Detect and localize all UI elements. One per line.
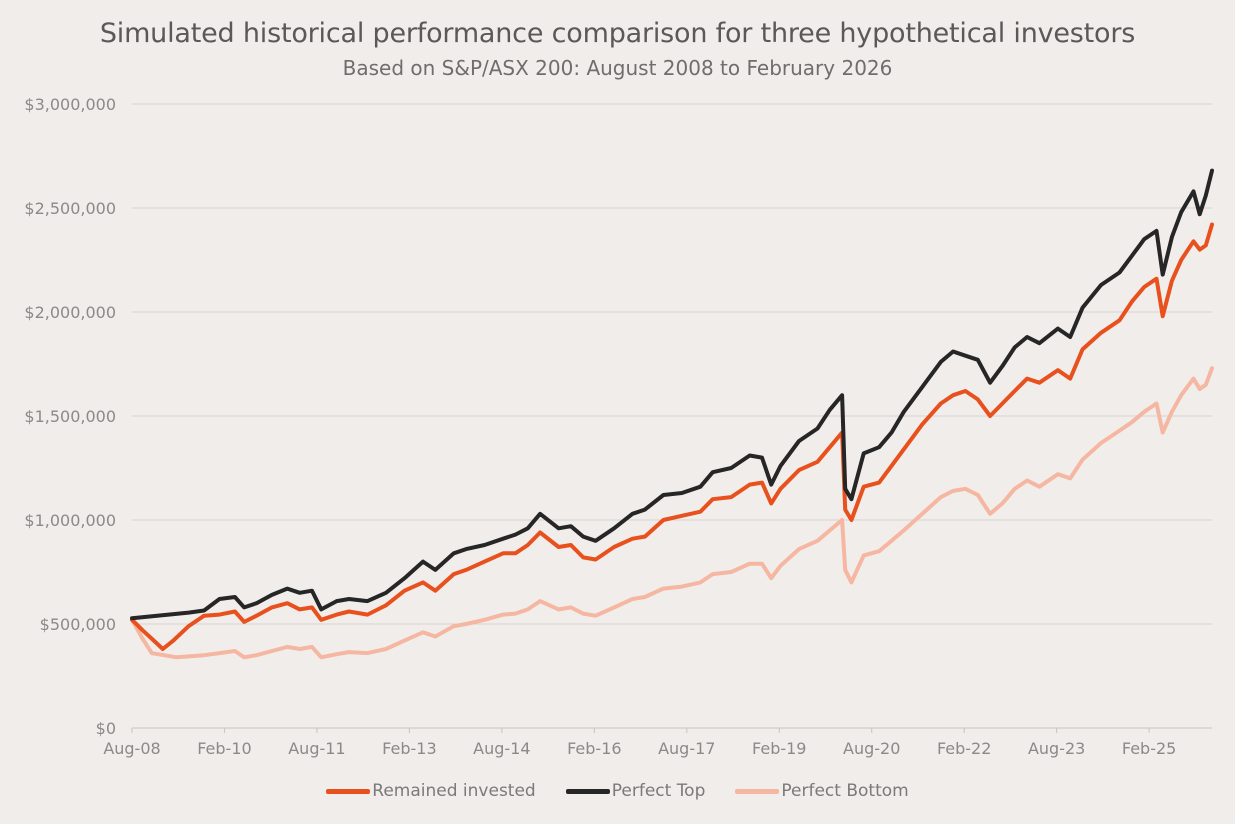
legend-label-remained-invested: Remained invested xyxy=(372,781,536,801)
x-tick-label: Aug-14 xyxy=(473,739,530,758)
x-tick-label: Aug-11 xyxy=(288,739,345,758)
x-tick-label: Aug-20 xyxy=(843,739,900,758)
y-tick-label: $1,500,000 xyxy=(24,407,116,426)
y-tick-label: $2,500,000 xyxy=(24,199,116,218)
x-tick-label: Aug-17 xyxy=(658,739,715,758)
x-tick-label: Aug-08 xyxy=(103,739,160,758)
chart-subtitle: Based on S&P/ASX 200: August 2008 to Feb… xyxy=(342,56,893,80)
legend-item-remained-invested: Remained invested xyxy=(326,781,536,801)
y-tick-label: $2,000,000 xyxy=(24,303,116,322)
chart-legend: Remained invested Perfect Top Perfect Bo… xyxy=(0,781,1235,801)
x-tick-label: Feb-25 xyxy=(1122,739,1176,758)
x-tick-label: Feb-19 xyxy=(752,739,806,758)
y-tick-label: $0 xyxy=(96,719,116,738)
legend-item-perfect-bottom: Perfect Bottom xyxy=(735,781,909,801)
legend-swatch-perfect-top xyxy=(565,788,610,794)
x-tick-label: Feb-10 xyxy=(197,739,251,758)
x-tick-label: Feb-13 xyxy=(382,739,436,758)
y-tick-label: $1,000,000 xyxy=(24,511,116,530)
x-tick-label: Aug-23 xyxy=(1028,739,1085,758)
x-tick-label: Feb-22 xyxy=(937,739,991,758)
chart-title: Simulated historical performance compari… xyxy=(99,18,1136,49)
legend-swatch-perfect-bottom xyxy=(735,788,780,794)
legend-label-perfect-bottom: Perfect Bottom xyxy=(781,781,909,801)
legend-swatch-remained-invested xyxy=(326,788,371,794)
series-line-perfect-bottom xyxy=(130,366,1214,660)
legend-label-perfect-top: Perfect Top xyxy=(611,781,706,801)
series-line-perfect-top xyxy=(130,168,1214,621)
legend-item-perfect-top: Perfect Top xyxy=(565,781,706,801)
series-line-remained-invested xyxy=(130,222,1214,651)
y-tick-label: $3,000,000 xyxy=(24,95,116,114)
x-tick-label: Feb-16 xyxy=(567,739,621,758)
y-tick-label: $500,000 xyxy=(40,615,116,634)
